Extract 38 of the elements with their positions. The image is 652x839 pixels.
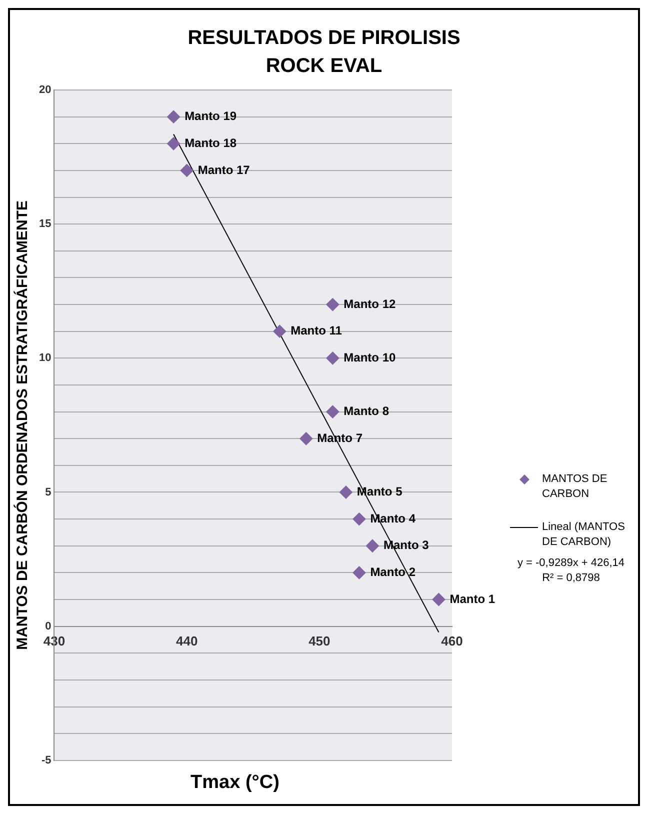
text: y = -0,9289x + 426,14 (516, 556, 626, 571)
point (167, 137, 180, 150)
x-tick-label: 440 (176, 634, 198, 649)
point (326, 298, 340, 312)
annotation: Manto 10 (344, 350, 396, 364)
point (273, 324, 286, 338)
point (326, 405, 340, 418)
point (180, 164, 194, 177)
point (339, 486, 352, 499)
point (300, 432, 313, 446)
annotation: Manto 17 (198, 162, 250, 177)
y-tick-label: -5 (41, 754, 52, 766)
text: R² = 0,8798 (541, 571, 601, 586)
x-axis-title: Tmax (°C) (190, 771, 280, 795)
annotation: Manto 18 (184, 136, 237, 150)
point (432, 593, 446, 606)
annotation: Manto 19 (184, 109, 237, 124)
y-tick-label: 0 (45, 620, 52, 632)
point (352, 512, 366, 526)
x-tick-label: 460 (441, 634, 463, 649)
annotation: Manto 12 (344, 296, 396, 311)
point (326, 352, 340, 365)
point (366, 539, 379, 552)
point (167, 110, 180, 124)
point (352, 566, 366, 580)
annotation: Manto 8 (344, 404, 390, 418)
chart-title: RESULTADOS DE PIROLISIS ROCK EVAL (186, 26, 462, 79)
y-tick-label: 20 (38, 84, 52, 96)
legend-label: MANTOS DE CARBON (542, 472, 608, 502)
y-tick-label: 5 (45, 486, 52, 498)
y-axis-title: MANTOS DE CARBÓN ORDENADOS ESTRATIGRÁFICAMENTE (13, 200, 32, 650)
y-tick-label: 10 (38, 352, 52, 364)
annotation: Manto 2 (370, 565, 416, 579)
annotation: Manto 1 (450, 592, 496, 606)
legend-label: Lineal (MANTOS DE CARBON) (542, 520, 626, 550)
annotation: Manto 11 (290, 324, 342, 338)
y-tick-label: 15 (38, 218, 52, 230)
x-tick-label: 450 (308, 634, 330, 649)
